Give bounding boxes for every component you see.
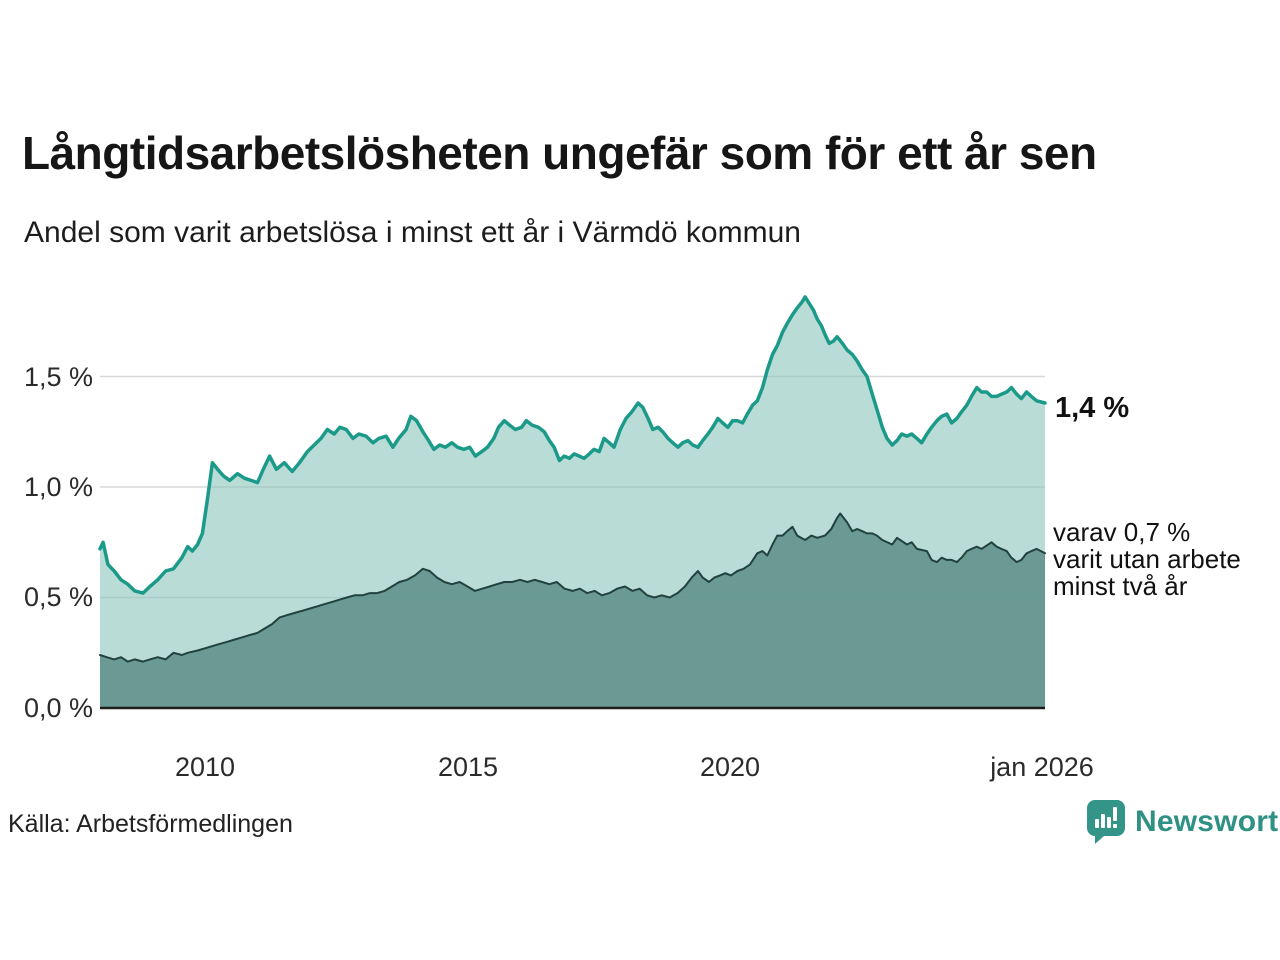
subset-value-line: minst två år	[1053, 571, 1188, 601]
newsworthy-bubble-chart-icon	[1086, 799, 1126, 845]
x-tick-label: 2020	[699, 752, 761, 782]
page-title: Långtidsarbetslösheten ungefär som för e…	[22, 127, 1097, 179]
area-unemployed-2yr	[100, 513, 1045, 708]
subset-value-line: varav 0,7 %	[1053, 517, 1191, 547]
y-tick-label: 0,5 %	[23, 582, 93, 612]
latest-value-label: 1,4 %	[1055, 392, 1130, 424]
x-tick-label: jan 2026	[990, 752, 1094, 782]
subset-value-line: varit utan arbete	[1053, 544, 1241, 574]
x-tick-label: 2015	[437, 752, 499, 782]
y-tick-label: 1,5 %	[23, 362, 93, 392]
source-credit: Källa: Arbetsförmedlingen	[8, 810, 293, 838]
x-tick-label: 2010	[174, 752, 236, 782]
newsworthy-logo-text: Newsworthy	[1135, 805, 1280, 838]
line-unemployed-1yr	[98, 295, 1047, 595]
subset-value-label: varav 0,7 % varit utan arbete minst två …	[1053, 519, 1241, 600]
line-unemployed-2yr	[99, 512, 1046, 663]
page-subtitle: Andel som varit arbetslösa i minst ett å…	[24, 216, 801, 249]
y-tick-label: 1,0 %	[23, 472, 93, 502]
newsworthy-logo: Newsworthy	[1086, 799, 1280, 845]
y-tick-label: 0,0 %	[23, 693, 93, 723]
